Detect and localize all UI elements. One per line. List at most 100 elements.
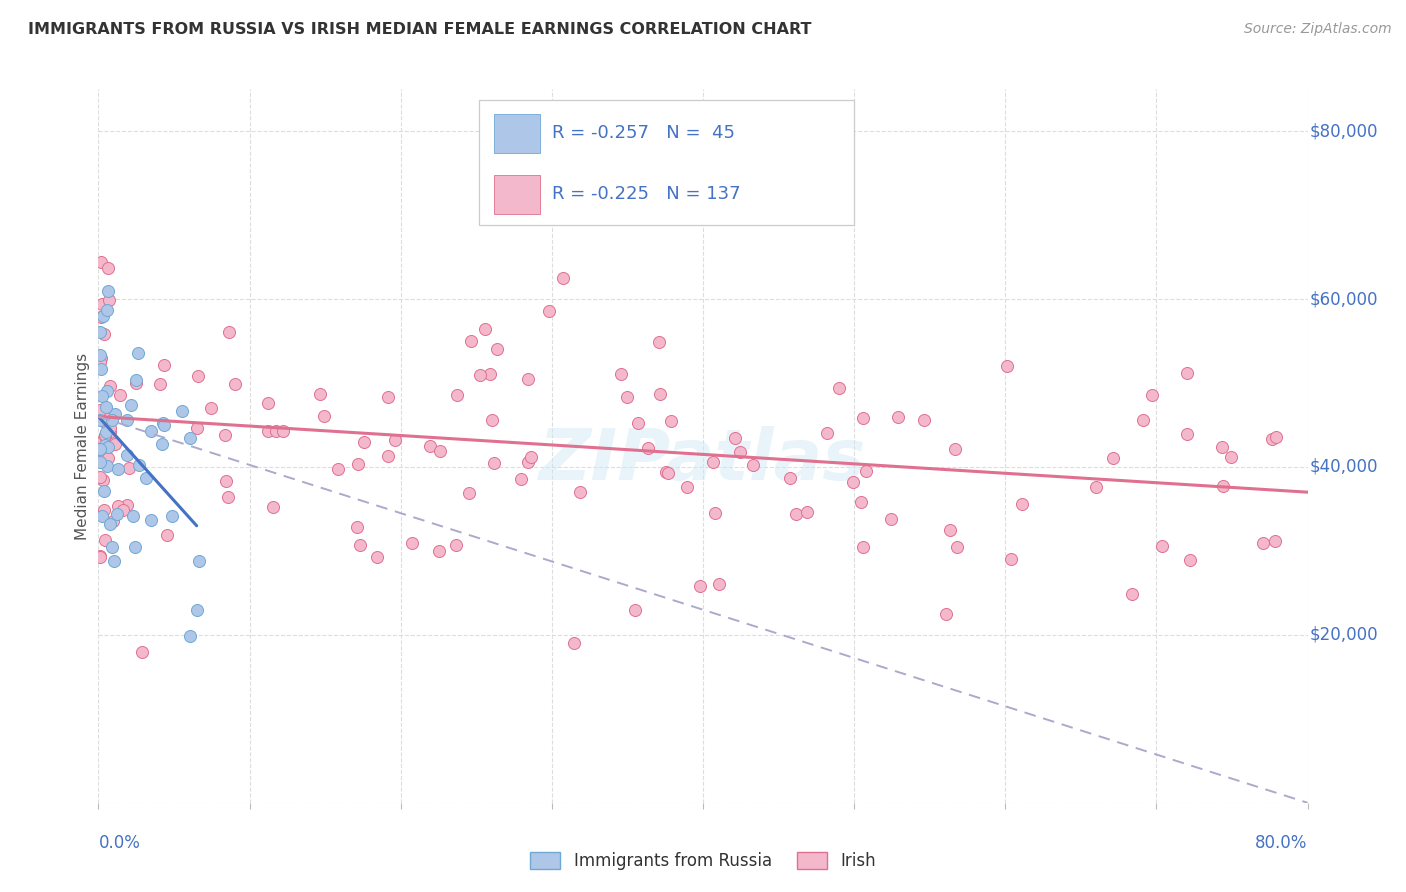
- Point: [96, 384, 118, 398]
- Point: [107, 461, 129, 475]
- Point: [200, 401, 222, 415]
- Point: [377, 450, 399, 464]
- Point: [257, 396, 280, 410]
- Point: [1219, 450, 1241, 464]
- Point: [118, 460, 141, 475]
- Point: [1251, 536, 1274, 550]
- Point: [728, 445, 751, 459]
- Point: [946, 541, 969, 555]
- Point: [482, 456, 505, 470]
- Point: [648, 335, 671, 350]
- Point: [1121, 587, 1143, 601]
- Text: $60,000: $60,000: [1310, 290, 1378, 308]
- Point: [97, 440, 120, 454]
- Point: [271, 424, 294, 438]
- FancyBboxPatch shape: [494, 114, 540, 153]
- Point: [849, 495, 872, 509]
- Point: [90, 255, 112, 269]
- Point: [349, 538, 371, 552]
- Point: [179, 431, 201, 445]
- Point: [98, 425, 121, 439]
- Point: [90, 310, 112, 325]
- Y-axis label: Median Female Earnings: Median Female Earnings: [75, 352, 90, 540]
- Point: [328, 461, 350, 475]
- Point: [108, 388, 131, 402]
- Point: [887, 410, 910, 425]
- Point: [93, 327, 115, 342]
- Point: [91, 509, 114, 524]
- Point: [702, 455, 724, 469]
- Point: [128, 458, 150, 473]
- Point: [1085, 479, 1108, 493]
- Point: [135, 471, 157, 485]
- Point: [97, 284, 120, 298]
- Point: [346, 519, 368, 533]
- Point: [1152, 540, 1174, 554]
- Point: [704, 506, 727, 520]
- Point: [124, 540, 146, 554]
- FancyBboxPatch shape: [479, 100, 855, 225]
- Point: [855, 464, 877, 478]
- Point: [935, 607, 957, 621]
- Point: [429, 544, 451, 558]
- Point: [308, 387, 330, 401]
- Point: [94, 438, 117, 452]
- Point: [1011, 498, 1033, 512]
- Point: [90, 389, 112, 403]
- Point: [105, 507, 128, 521]
- Point: [89, 549, 111, 564]
- Point: [852, 410, 875, 425]
- Point: [115, 498, 138, 512]
- Point: [186, 421, 208, 435]
- Point: [474, 322, 496, 336]
- Point: [98, 293, 121, 307]
- Point: [89, 550, 111, 565]
- Point: [842, 475, 865, 489]
- Point: [96, 458, 118, 473]
- Point: [1212, 478, 1234, 492]
- Point: [101, 514, 124, 528]
- Point: [218, 325, 240, 339]
- Point: [1175, 366, 1198, 380]
- Point: [91, 434, 114, 448]
- Point: [1000, 552, 1022, 566]
- Text: 80.0%: 80.0%: [1256, 834, 1308, 852]
- Point: [93, 484, 115, 499]
- Text: R = -0.225   N = 137: R = -0.225 N = 137: [551, 186, 741, 203]
- Text: IMMIGRANTS FROM RUSSIA VS IRISH MEDIAN FEMALE EARNINGS CORRELATION CHART: IMMIGRANTS FROM RUSSIA VS IRISH MEDIAN F…: [28, 22, 811, 37]
- Point: [172, 404, 194, 418]
- Point: [627, 417, 650, 431]
- FancyBboxPatch shape: [494, 175, 540, 214]
- Point: [90, 444, 112, 458]
- Point: [98, 420, 121, 434]
- Point: [152, 416, 174, 430]
- Point: [852, 540, 875, 554]
- Text: $80,000: $80,000: [1310, 122, 1378, 140]
- Point: [94, 429, 117, 443]
- Point: [419, 439, 441, 453]
- Point: [657, 467, 679, 481]
- Point: [91, 297, 114, 311]
- Point: [94, 425, 117, 439]
- Point: [346, 457, 368, 471]
- Point: [89, 325, 111, 339]
- Point: [1101, 451, 1123, 466]
- Point: [121, 508, 143, 523]
- Point: [366, 550, 388, 565]
- Point: [117, 413, 139, 427]
- Point: [153, 417, 176, 432]
- Point: [1261, 432, 1284, 446]
- Point: [96, 303, 118, 318]
- Point: [98, 517, 121, 532]
- Point: [112, 502, 135, 516]
- Point: [1140, 388, 1163, 402]
- Point: [943, 442, 966, 456]
- Point: [562, 635, 585, 649]
- Point: [659, 414, 682, 428]
- Point: [98, 378, 121, 392]
- Point: [89, 470, 111, 484]
- Point: [90, 362, 112, 376]
- Point: [90, 351, 112, 365]
- Point: [519, 450, 541, 465]
- Point: [457, 485, 479, 500]
